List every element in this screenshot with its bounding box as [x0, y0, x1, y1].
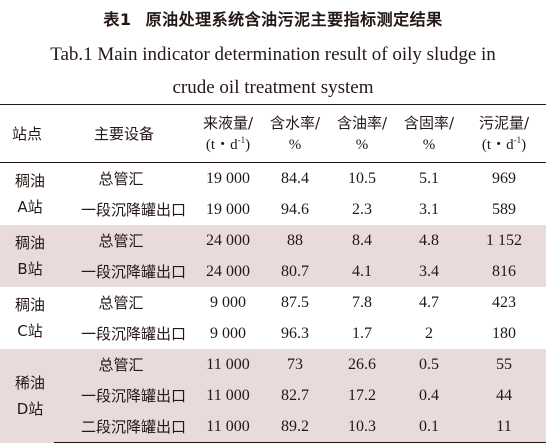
- sludge-cell: 423: [492, 293, 516, 311]
- sludge-cell: 11: [462, 411, 546, 443]
- solid-cell: 4.7: [419, 293, 439, 311]
- header-oil: 含油率/%: [328, 104, 396, 163]
- table-row: 一段沉降罐出口 11 000 82.7 17.2 0.4 44: [0, 380, 546, 411]
- solid-cell: 0.5: [396, 349, 462, 380]
- table-header: 站点 主要设备 来液量/ (t・d-1) 含水率/% 含油率/% 含固率/% 污泥…: [0, 104, 546, 163]
- water-cell: 87.5: [281, 293, 309, 311]
- inflow-cell: 24 000: [194, 256, 262, 287]
- solid-cell: 0.1: [396, 411, 462, 443]
- solid-cell: 2: [425, 324, 433, 342]
- water-cell: 84.4: [281, 169, 309, 187]
- table-title-text: 原油处理系统含油污泥主要指标测定结果: [145, 10, 443, 29]
- header-oil-label: 含油率/: [336, 113, 388, 132]
- header-water: 含水率/%: [262, 104, 328, 163]
- equipment-cell: 一段沉降罐出口: [80, 201, 186, 219]
- group-station-c: 稠油 C站 总管汇 9 000 87.5 7.8 4.7 423 一段沉降罐出口 …: [0, 287, 546, 349]
- solid-cell: 5.1: [419, 169, 439, 187]
- oil-cell: 26.6: [328, 349, 396, 380]
- inflow-cell: 11 000: [194, 380, 262, 411]
- table-title-en-line2: crude oil treatment system: [172, 77, 374, 98]
- table-title-en-line1: Tab.1 Main indicator determination resul…: [50, 44, 496, 65]
- header-sludge: 污泥量/ (t・d-1): [462, 104, 546, 163]
- oil-cell: 17.2: [328, 380, 396, 411]
- header-inflow-unit: (t・d-1): [205, 134, 251, 153]
- group-station-b: 稠油 B站 总管汇 24 000 88 8.4 4.8 1 152 一段沉降罐出口…: [0, 225, 546, 287]
- station-cell: 稠油 A站: [14, 172, 45, 216]
- water-cell: 94.6: [281, 200, 309, 218]
- oil-cell: 7.8: [352, 293, 372, 311]
- header-oil-unit: %: [355, 136, 369, 153]
- table-row: 稠油 B站 总管汇 24 000 88 8.4 4.8 1 152: [0, 225, 546, 287]
- sludge-cell: 816: [462, 256, 546, 287]
- sludge-cell: 55: [462, 349, 546, 380]
- inflow-cell: 24 000: [194, 225, 262, 256]
- table-title-cn: 表1 原油处理系统含油污泥主要指标测定结果: [0, 6, 546, 30]
- sludge-cell: 180: [492, 324, 516, 342]
- equipment-cell: 总管汇: [98, 294, 144, 312]
- table-row: 稀油 D站 总管汇 11 000 73 26.6 0.5 55: [0, 349, 546, 443]
- table-title-en: Tab.1 Main indicator determination resul…: [0, 38, 546, 104]
- equipment-cell: 二段沉降罐出口: [54, 411, 194, 443]
- header-sludge-unit: (t・d-1): [481, 134, 527, 153]
- solid-cell: 3.4: [396, 256, 462, 287]
- header-solid-label: 含固率/: [403, 113, 455, 132]
- table-row: 一段沉降罐出口 19 000 94.6 2.3 3.1 589: [0, 194, 546, 225]
- equipment-cell: 一段沉降罐出口: [80, 325, 186, 343]
- oil-cell: 10.3: [328, 411, 396, 443]
- solid-cell: 4.8: [396, 225, 462, 256]
- oil-cell: 2.3: [352, 200, 372, 218]
- table-number: 表1: [103, 10, 132, 29]
- inflow-cell: 9 000: [210, 293, 246, 311]
- header-solid: 含固率/%: [396, 104, 462, 163]
- header-water-label: 含水率/: [269, 113, 321, 132]
- sludge-cell: 969: [492, 169, 516, 187]
- header-station: 站点: [0, 104, 54, 163]
- header-inflow-label: 来液量/: [202, 113, 254, 132]
- station-cell: 稠油 B站: [0, 225, 54, 287]
- table-row: 一段沉降罐出口 24 000 80.7 4.1 3.4 816: [0, 256, 546, 287]
- table-row: 一段沉降罐出口 9 000 96.3 1.7 2 180: [0, 318, 546, 349]
- oil-cell: 8.4: [328, 225, 396, 256]
- indicator-table: 站点 主要设备 来液量/ (t・d-1) 含水率/% 含油率/% 含固率/% 污泥…: [0, 104, 546, 443]
- header-equipment: 主要设备: [54, 104, 194, 163]
- water-cell: 89.2: [262, 411, 328, 443]
- table-row: 稠油 C站 总管汇 9 000 87.5 7.8 4.7 423: [0, 287, 546, 341]
- water-cell: 88: [262, 225, 328, 256]
- inflow-cell: 19 000: [206, 169, 250, 187]
- inflow-cell: 11 000: [194, 411, 262, 443]
- oil-cell: 1.7: [352, 324, 372, 342]
- solid-cell: 3.1: [419, 200, 439, 218]
- equipment-cell: 总管汇: [54, 225, 194, 256]
- header-solid-unit: %: [422, 136, 436, 153]
- sludge-cell: 1 152: [462, 225, 546, 256]
- oil-cell: 4.1: [328, 256, 396, 287]
- water-cell: 96.3: [281, 324, 309, 342]
- inflow-cell: 11 000: [194, 349, 262, 380]
- sludge-cell: 589: [492, 200, 516, 218]
- table-row: 二段沉降罐出口 11 000 89.2 10.3 0.1 11: [0, 411, 546, 443]
- station-cell: 稀油 D站: [0, 349, 54, 443]
- equipment-cell: 总管汇: [98, 170, 144, 188]
- header-sludge-label: 污泥量/: [478, 113, 530, 132]
- inflow-cell: 9 000: [210, 324, 246, 342]
- header-inflow: 来液量/ (t・d-1): [194, 104, 262, 163]
- water-cell: 80.7: [262, 256, 328, 287]
- group-station-a: 稠油 A站 总管汇 19 000 84.4 10.5 5.1 969 一段沉降罐出…: [0, 163, 546, 226]
- equipment-cell: 一段沉降罐出口: [54, 256, 194, 287]
- solid-cell: 0.4: [396, 380, 462, 411]
- oil-cell: 10.5: [348, 169, 376, 187]
- sludge-cell: 44: [462, 380, 546, 411]
- inflow-cell: 19 000: [206, 200, 250, 218]
- equipment-cell: 总管汇: [54, 349, 194, 380]
- group-station-d: 稀油 D站 总管汇 11 000 73 26.6 0.5 55 一段沉降罐出口 1…: [0, 349, 546, 443]
- header-water-unit: %: [288, 136, 302, 153]
- table-row: 稠油 A站 总管汇 19 000 84.4 10.5 5.1 969: [0, 163, 546, 217]
- equipment-cell: 一段沉降罐出口: [54, 380, 194, 411]
- water-cell: 73: [262, 349, 328, 380]
- water-cell: 82.7: [262, 380, 328, 411]
- station-cell: 稠油 C站: [14, 296, 45, 340]
